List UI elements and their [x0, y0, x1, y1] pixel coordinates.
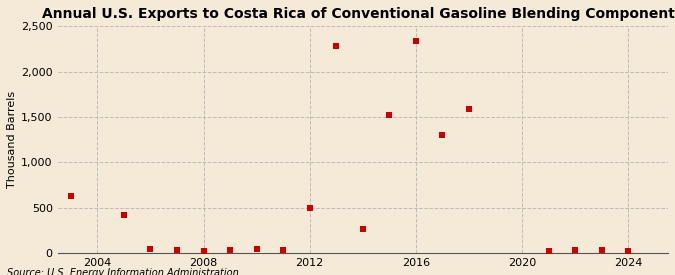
Point	[384, 113, 395, 117]
Y-axis label: Thousand Barrels: Thousand Barrels	[7, 91, 17, 188]
Point	[278, 248, 289, 253]
Point	[171, 248, 182, 253]
Text: Source: U.S. Energy Information Administration: Source: U.S. Energy Information Administ…	[7, 268, 238, 275]
Point	[198, 249, 209, 254]
Title: Annual U.S. Exports to Costa Rica of Conventional Gasoline Blending Components: Annual U.S. Exports to Costa Rica of Con…	[43, 7, 675, 21]
Point	[119, 213, 130, 217]
Point	[251, 246, 262, 251]
Point	[437, 133, 448, 138]
Point	[304, 206, 315, 210]
Point	[145, 246, 156, 251]
Point	[543, 249, 554, 254]
Point	[410, 39, 421, 43]
Point	[65, 194, 76, 198]
Point	[623, 249, 634, 254]
Point	[570, 248, 580, 253]
Point	[596, 248, 607, 253]
Point	[331, 44, 342, 48]
Point	[358, 227, 369, 231]
Point	[225, 248, 236, 253]
Point	[464, 107, 475, 111]
